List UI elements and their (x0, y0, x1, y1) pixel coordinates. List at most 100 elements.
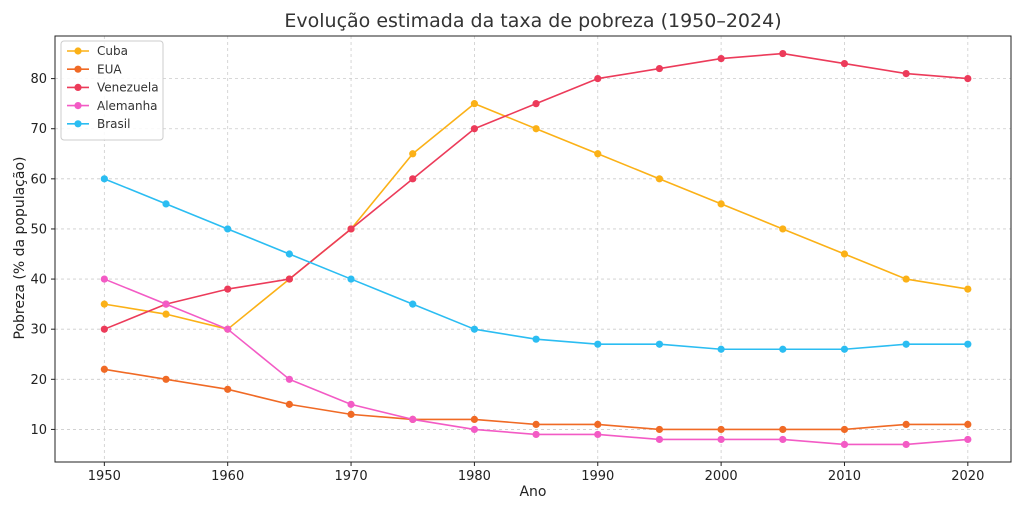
y-tick-label: 30 (30, 323, 47, 338)
legend-marker (74, 65, 82, 73)
legend-label: Brasil (97, 117, 130, 131)
data-point (655, 435, 664, 444)
legend-label: Venezuela (97, 81, 159, 95)
data-point (594, 430, 602, 439)
data-point (717, 200, 725, 208)
data-point (162, 310, 170, 318)
series-brasil (100, 175, 972, 353)
axes: 1950 1960 1970 1980 1990 2000 2010 2020 10 20 30 40… (30, 35, 1012, 484)
data-point (224, 385, 232, 393)
x-tick-label: 2000 (705, 469, 738, 484)
data-point (840, 425, 849, 434)
data-point (655, 340, 664, 348)
data-point (655, 64, 664, 73)
data-point (840, 250, 849, 258)
data-point (964, 75, 972, 83)
data-point (162, 200, 170, 208)
y-tick-label: 80 (30, 72, 47, 87)
data-point (347, 225, 355, 233)
data-point (100, 325, 108, 333)
data-point (902, 69, 910, 78)
legend-label: Alemanha (97, 99, 158, 113)
data-point (717, 345, 725, 353)
x-tick-label: 2020 (951, 469, 984, 484)
data-point (532, 100, 540, 108)
data-point (779, 435, 787, 444)
series-line (104, 278, 968, 446)
data-point (409, 175, 417, 183)
legend-box (60, 40, 164, 141)
data-point (285, 275, 293, 283)
series-line (104, 368, 968, 431)
data-point (409, 300, 417, 308)
y-tick-label: 50 (30, 222, 47, 237)
data-point (470, 100, 479, 108)
data-point (285, 375, 293, 383)
data-point (347, 400, 355, 408)
data-point (902, 275, 910, 283)
data-point (594, 75, 602, 83)
y-tick-label: 20 (30, 373, 47, 388)
data-point (902, 440, 910, 449)
data-point (409, 150, 417, 158)
data-point (470, 425, 479, 434)
data-point (594, 150, 602, 158)
legend-item-brasil: Brasil (67, 117, 130, 131)
data-point (224, 225, 232, 233)
series-line (104, 102, 968, 330)
y-tick-label: 40 (30, 273, 47, 288)
series-line (104, 52, 968, 330)
x-tick-label: 1960 (211, 469, 244, 484)
data-point (532, 335, 540, 343)
data-point (347, 275, 355, 283)
x-tick-label: 1950 (88, 469, 121, 484)
data-point (532, 125, 540, 133)
data-point (964, 420, 972, 429)
data-point (717, 425, 725, 434)
data-point (717, 435, 725, 444)
series-venezuela (100, 49, 972, 333)
legend-item-venezuela: Venezuela (67, 81, 159, 95)
legend-label: EUA (97, 62, 122, 76)
data-point (779, 49, 787, 58)
data-point (224, 285, 232, 293)
data-point (964, 435, 972, 444)
data-point (594, 340, 602, 348)
data-point (840, 440, 849, 449)
data-point (964, 340, 972, 348)
data-point (840, 345, 849, 353)
series-alemanha (100, 275, 972, 449)
data-point (100, 275, 108, 283)
data-point (285, 250, 293, 258)
grid (55, 36, 1011, 462)
plot-frame (54, 35, 1012, 463)
legend-item-eua: EUA (67, 62, 122, 76)
data-point (655, 425, 664, 434)
data-point (779, 225, 787, 233)
legend-label: Cuba (97, 44, 128, 58)
chart-title: Evolução estimada da taxa de pobreza (19… (284, 10, 781, 32)
data-point (902, 420, 910, 429)
legend: Cuba EUA Venezuela Alemanha Brasil (60, 40, 164, 141)
data-point (902, 340, 910, 348)
data-point (409, 415, 417, 423)
data-point (224, 325, 232, 333)
y-tick-label: 60 (30, 172, 47, 187)
y-tick-label: 70 (30, 122, 47, 137)
legend-item-alemanha: Alemanha (67, 99, 158, 113)
data-point (100, 365, 108, 373)
data-point (717, 54, 725, 63)
data-point (964, 285, 972, 293)
data-point (162, 300, 170, 308)
data-point (162, 375, 170, 383)
data-point (100, 175, 108, 183)
legend-marker (74, 47, 82, 55)
series-cuba (100, 100, 972, 333)
data-point (470, 415, 479, 423)
data-point (779, 425, 787, 434)
data-point (779, 345, 787, 353)
series-eua (100, 365, 972, 434)
x-axis-label: Ano (519, 484, 546, 500)
x-tick-label: 2010 (828, 469, 861, 484)
